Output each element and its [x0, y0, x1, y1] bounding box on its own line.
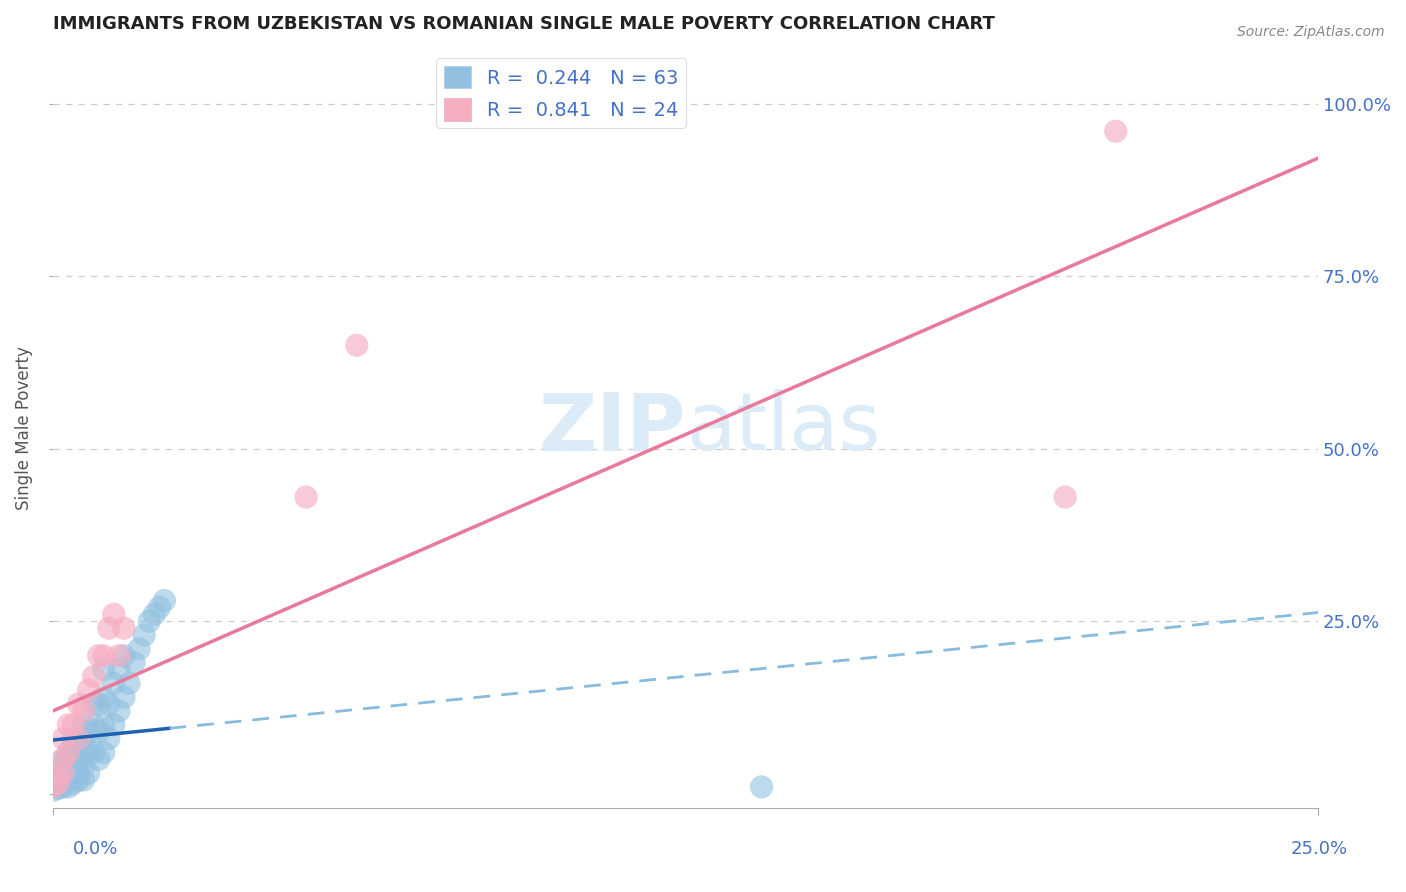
Point — [97, 697, 120, 711]
Point — [77, 683, 100, 698]
Point — [143, 607, 166, 622]
Text: 0.0%: 0.0% — [73, 840, 118, 858]
Point — [72, 704, 94, 718]
Point — [112, 648, 135, 663]
Point — [62, 731, 84, 746]
Point — [46, 781, 69, 796]
Point — [1054, 490, 1077, 504]
Point — [1105, 124, 1128, 138]
Point — [83, 669, 105, 683]
Point — [52, 752, 75, 766]
Point — [58, 746, 80, 760]
Point — [72, 731, 94, 746]
Point — [87, 724, 110, 739]
Point — [87, 648, 110, 663]
Point — [67, 697, 90, 711]
Text: ZIP: ZIP — [538, 389, 686, 467]
Point — [46, 770, 69, 784]
Point — [62, 718, 84, 732]
Point — [52, 731, 75, 746]
Point — [52, 752, 75, 766]
Point — [58, 766, 80, 780]
Point — [153, 593, 176, 607]
Point — [67, 731, 90, 746]
Point — [295, 490, 318, 504]
Point — [118, 676, 141, 690]
Point — [52, 776, 75, 790]
Point — [58, 780, 80, 794]
Point — [72, 718, 94, 732]
Point — [42, 783, 65, 797]
Point — [122, 656, 145, 670]
Point — [97, 731, 120, 746]
Point — [87, 752, 110, 766]
Point — [108, 648, 131, 663]
Point — [83, 697, 105, 711]
Text: IMMIGRANTS FROM UZBEKISTAN VS ROMANIAN SINGLE MALE POVERTY CORRELATION CHART: IMMIGRANTS FROM UZBEKISTAN VS ROMANIAN S… — [53, 15, 995, 33]
Point — [93, 690, 115, 705]
Point — [108, 704, 131, 718]
Point — [72, 746, 94, 760]
Point — [77, 766, 100, 780]
Point — [77, 746, 100, 760]
Legend: R =  0.244   N = 63, R =  0.841   N = 24: R = 0.244 N = 63, R = 0.841 N = 24 — [436, 58, 686, 128]
Point — [46, 776, 69, 790]
Point — [46, 780, 69, 794]
Point — [108, 663, 131, 677]
Point — [62, 776, 84, 790]
Point — [46, 770, 69, 784]
Point — [112, 690, 135, 705]
Y-axis label: Single Male Poverty: Single Male Poverty — [15, 346, 32, 510]
Point — [138, 614, 160, 628]
Point — [52, 766, 75, 780]
Point — [751, 780, 773, 794]
Point — [67, 766, 90, 780]
Point — [103, 718, 125, 732]
Text: atlas: atlas — [686, 389, 880, 467]
Text: 25.0%: 25.0% — [1291, 840, 1347, 858]
Point — [52, 780, 75, 794]
Point — [93, 718, 115, 732]
Point — [67, 739, 90, 753]
Point — [46, 776, 69, 790]
Point — [128, 641, 150, 656]
Point — [52, 772, 75, 787]
Point — [62, 770, 84, 784]
Point — [58, 746, 80, 760]
Point — [72, 759, 94, 773]
Point — [134, 628, 156, 642]
Point — [93, 663, 115, 677]
Point — [103, 676, 125, 690]
Text: Source: ZipAtlas.com: Source: ZipAtlas.com — [1237, 25, 1385, 39]
Point — [83, 718, 105, 732]
Point — [62, 763, 84, 777]
Point — [58, 718, 80, 732]
Point — [83, 746, 105, 760]
Point — [58, 759, 80, 773]
Point — [52, 770, 75, 784]
Point — [93, 648, 115, 663]
Point — [93, 746, 115, 760]
Point — [62, 746, 84, 760]
Point — [67, 772, 90, 787]
Point — [346, 338, 368, 352]
Point — [72, 772, 94, 787]
Point — [112, 621, 135, 635]
Point — [52, 759, 75, 773]
Point — [77, 724, 100, 739]
Point — [46, 772, 69, 787]
Point — [52, 766, 75, 780]
Point — [42, 780, 65, 794]
Point — [58, 752, 80, 766]
Point — [67, 752, 90, 766]
Point — [97, 621, 120, 635]
Point — [103, 607, 125, 622]
Point — [58, 772, 80, 787]
Point — [148, 600, 170, 615]
Point — [87, 697, 110, 711]
